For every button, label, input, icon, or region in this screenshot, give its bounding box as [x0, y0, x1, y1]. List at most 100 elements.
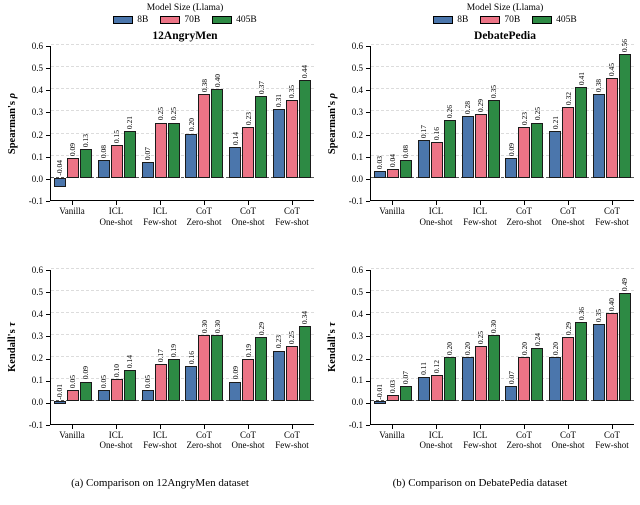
bar-8b-group6: [273, 350, 286, 402]
y-tick-label: 0.5: [31, 63, 43, 74]
y-tick-mark: [46, 201, 50, 202]
x-tick-mark: [203, 201, 205, 205]
bar-70b-group4: [518, 126, 531, 178]
legend-items: 8B 70B 405B: [370, 15, 640, 25]
y-tick-mark: [46, 68, 50, 69]
bar-value-label: 0.41: [576, 71, 586, 86]
bar-405b-group1: [79, 381, 92, 402]
bar-70b-group1: [386, 394, 399, 402]
y-tick-label: 0.5: [351, 286, 363, 297]
grid-line: [371, 88, 634, 90]
bar-value-label: 0.45: [607, 63, 617, 77]
y-tick-mark: [366, 46, 370, 47]
bar-value-label: 0.03: [375, 156, 385, 170]
y-tick-label: 0.6: [31, 41, 43, 51]
grid-line: [51, 289, 314, 291]
bar-value-label: 0.25: [155, 107, 165, 121]
y-axis-label: Kendall's τ: [7, 322, 18, 373]
bar-value-label: 0.21: [550, 116, 560, 130]
bar-value-label: 0.29: [563, 322, 573, 336]
bar-70b-group2: [430, 374, 443, 402]
x-tick-mark: [611, 424, 613, 429]
x-tick-mark: [72, 424, 74, 429]
bar-70b-group3: [474, 346, 487, 402]
bar-8b-group5: [229, 146, 242, 178]
bar-405b-group2: [443, 120, 456, 178]
x-category-label: Vanilla: [59, 206, 85, 216]
x-tick-mark: [72, 201, 74, 205]
bar-value-label: 0.24: [532, 333, 542, 347]
x-category-label: CoT Zero-shot: [506, 206, 542, 227]
bar-405b-group2: [123, 131, 136, 178]
bar-value-label: 0.04: [388, 153, 398, 167]
bar-405b-group5: [255, 337, 268, 402]
y-tick-mark: [46, 291, 50, 293]
panel-a: Model Size (Llama) 8B 70B 405B 12AngryMen …: [0, 3, 320, 489]
grid-line: [51, 267, 314, 269]
grid-line: [51, 66, 314, 68]
bar-value-label: 0.19: [168, 344, 178, 358]
x-tick-mark: [611, 201, 613, 205]
bar-405b-group5: [575, 321, 588, 402]
x-category-label: CoT Zero-shot: [186, 429, 222, 451]
x-category-label: Vanilla: [59, 429, 85, 440]
bar-8b-group6: [593, 323, 606, 402]
plot-area: -0.04 0.09 0.13 0.08 0.15 0.21 0.07 0.25 0.25 0.2…: [50, 44, 314, 205]
bar-value-label: 0.11: [419, 362, 428, 376]
bar-value-label: 0.14: [125, 355, 134, 369]
bar-70b-group5: [562, 107, 575, 178]
x-tick-mark: [523, 424, 525, 429]
y-tick-mark: [366, 291, 370, 293]
y-tick-mark: [46, 313, 50, 315]
bar-value-label: 0.40: [607, 297, 617, 311]
x-axis: Vanilla ICL One-shot ICL Few-shot CoT Zero-…: [50, 425, 314, 452]
y-tick-label: 0.6: [351, 41, 363, 51]
bar-value-label: 0.05: [68, 375, 78, 389]
x-tick-mark: [203, 424, 205, 429]
y-tick-mark: [366, 157, 370, 158]
bar-value-label: 0.10: [112, 364, 121, 378]
bar-value-label: 0.29: [475, 98, 485, 112]
x-tick-mark: [567, 424, 569, 429]
x-tick-mark: [291, 201, 293, 205]
bar-70b-group6: [286, 346, 299, 402]
bar-value-label: 0.35: [287, 85, 297, 99]
x-category-label: ICL Few-shot: [143, 206, 177, 227]
bar-value-label: 0.23: [243, 111, 253, 125]
y-tick-label: -0.1: [28, 196, 43, 206]
y-tick-mark: [366, 358, 370, 360]
y-tick-mark: [46, 46, 50, 47]
bar-value-label: 0.07: [142, 147, 152, 161]
chart-title-12angrymen: 12AngryMen: [152, 30, 218, 42]
x-category-label: CoT Few-shot: [275, 206, 309, 227]
bar-value-label: 0.37: [256, 80, 266, 94]
y-tick-label: 0.1: [31, 375, 43, 386]
bar-value-label: 0.08: [99, 145, 108, 159]
bar-8b-group4: [505, 157, 518, 178]
bar-value-label: 0.25: [475, 330, 485, 345]
legend-item-label: 8B: [137, 15, 149, 25]
y-tick-mark: [46, 335, 50, 337]
x-tick-mark: [116, 424, 118, 429]
plot-area: -0.01 0.03 0.07 0.11 0.12 0.20 0.20 0.25 0.30 0.0…: [370, 267, 634, 429]
chart-kendall-12angrymen: Kendall's τ -0.1 0.0 0.1 0.2 0.3 0.4 0.5 0.6 -0.0…: [6, 265, 314, 452]
bar-8b-group2: [417, 140, 430, 178]
bar-value-label: 0.16: [432, 127, 441, 141]
bar-70b-group2: [110, 144, 123, 178]
figure: Model Size (Llama) 8B 70B 405B 12AngryMen …: [0, 3, 640, 489]
bar-405b-group1: [399, 385, 412, 402]
bar-70b-group5: [242, 126, 255, 178]
plot-area: 0.03 0.04 0.08 0.17 0.16 0.26 0.28 0.29 0.35 0.09…: [370, 39, 634, 205]
y-tick-label: 0.6: [31, 264, 43, 275]
bar-8b-group3: [461, 357, 474, 402]
y-tick-label: 0.0: [31, 173, 43, 184]
y-tick-label: -0.1: [348, 196, 363, 206]
x-tick-mark: [436, 201, 438, 205]
y-tick-mark: [46, 112, 50, 113]
bar-70b-group2: [430, 142, 443, 178]
bar-value-label: 0.09: [68, 142, 78, 156]
bar-value-label: 0.16: [186, 350, 196, 365]
legend-item-label: 405B: [556, 15, 577, 25]
y-tick-mark: [46, 179, 50, 180]
legend-item-label: 8B: [457, 15, 469, 25]
